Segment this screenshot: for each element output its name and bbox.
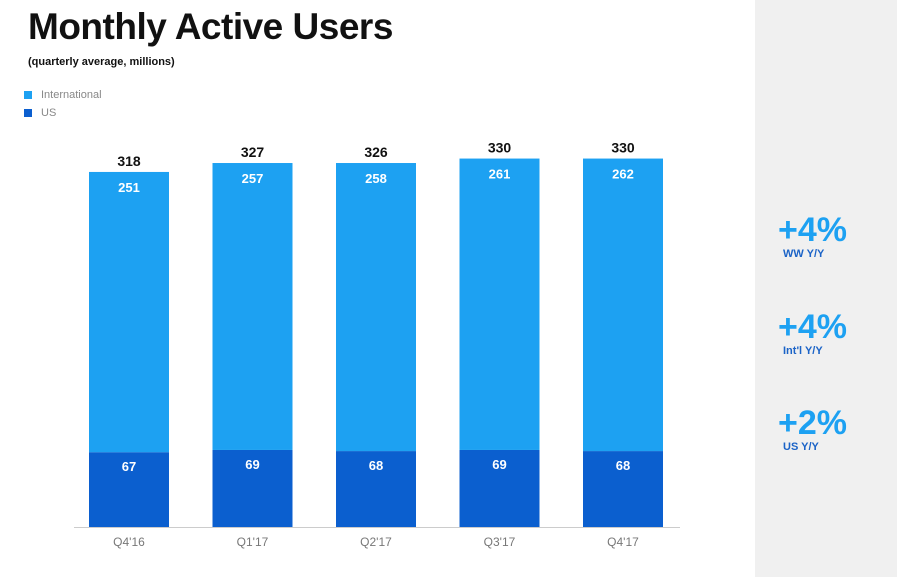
x-tick-label: Q3'17 — [484, 535, 516, 549]
stat-ww-label: WW Y/Y — [783, 248, 825, 260]
data-label-us: 69 — [245, 457, 259, 472]
data-label-us: 69 — [492, 457, 506, 472]
chart-title: Monthly Active Users — [28, 6, 393, 47]
bar-us — [459, 449, 540, 527]
bar-international — [336, 163, 416, 452]
x-tick-label: Q1'17 — [237, 535, 269, 549]
legend-swatch-us — [24, 109, 32, 117]
stacked-bar-chart: 67 251 318 Q4'16 69 257 327 Q1'17 68 258 326 Q2'17 6… — [74, 140, 680, 549]
stat-intl-value: +4% — [778, 308, 847, 346]
stat-intl-growth: +4% Int'l Y/Y — [778, 310, 847, 357]
data-label-international: 261 — [489, 167, 511, 182]
stat-ww-value: +4% — [778, 211, 847, 249]
legend-item-international: International — [24, 86, 102, 104]
data-label-total: 330 — [611, 140, 635, 156]
data-label-us: 68 — [369, 458, 383, 473]
data-label-total: 327 — [241, 144, 265, 160]
chart-subtitle: (quarterly average, millions) — [28, 56, 175, 68]
data-label-international: 251 — [118, 180, 140, 195]
stat-us-growth: +2% US Y/Y — [778, 406, 847, 453]
x-tick-label: Q2'17 — [360, 535, 392, 549]
legend-label-us: US — [41, 107, 57, 119]
side-panel — [755, 0, 897, 577]
data-label-total: 330 — [488, 140, 512, 156]
data-label-us: 68 — [616, 458, 630, 473]
bar-international — [583, 158, 663, 452]
data-label-international: 257 — [242, 171, 264, 186]
bar-us — [583, 451, 663, 527]
stat-us-label: US Y/Y — [783, 441, 819, 453]
bar-international — [212, 163, 293, 450]
legend-item-us: US — [24, 104, 102, 122]
bar-international — [89, 171, 169, 453]
data-label-total: 318 — [117, 153, 141, 169]
data-label-international: 262 — [612, 167, 634, 182]
stat-us-value: +2% — [778, 404, 847, 442]
bar-international — [459, 158, 540, 450]
x-tick-label: Q4'16 — [113, 535, 145, 549]
bar-us — [89, 452, 169, 527]
data-label-international: 258 — [365, 171, 387, 186]
bar-us — [212, 449, 293, 527]
legend: International US — [24, 86, 102, 122]
bar-us — [336, 451, 416, 527]
x-tick-label: Q4'17 — [607, 535, 639, 549]
data-label-total: 326 — [364, 144, 388, 160]
stat-intl-label: Int'l Y/Y — [783, 345, 823, 357]
legend-swatch-international — [24, 91, 32, 99]
stat-ww-growth: +4% WW Y/Y — [778, 213, 847, 260]
data-label-us: 67 — [122, 459, 136, 474]
legend-label-international: International — [41, 89, 102, 101]
